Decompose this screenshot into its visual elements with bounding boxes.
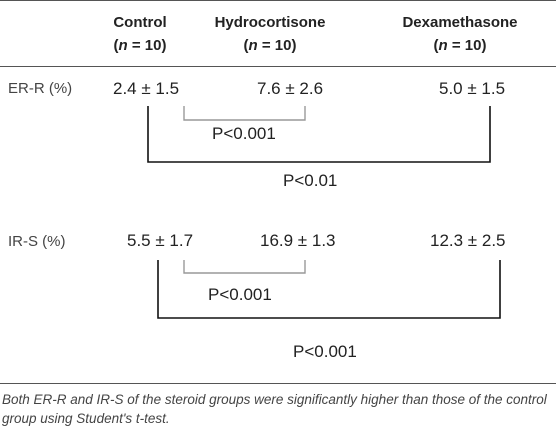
header-control: Control (n = 10) — [100, 14, 180, 55]
ir-s-bracket-dexamethasone — [157, 260, 501, 319]
ir-s-dexamethasone-value: 12.3 ± 2.5 — [430, 231, 506, 250]
er-r-control-value: 2.4 ± 1.5 — [113, 79, 180, 98]
er-r-comparison-dexamethasone: P<0.01 — [283, 171, 338, 190]
header-dexamethasone-n: (n = 10) — [433, 37, 487, 54]
ir-s-control-value: 5.5 ± 1.7 — [127, 231, 194, 250]
bottom-rule — [0, 383, 556, 384]
header-control-n: (n = 10) — [113, 37, 167, 54]
ir-s-bracket-hydrocortisone — [183, 260, 306, 274]
er-r-hydrocortisone-value: 7.6 ± 2.6 — [257, 79, 324, 98]
er-r-comparison-hydrocortisone: P<0.001 — [212, 124, 276, 143]
row-label-ir-s: IR-S (%) — [8, 233, 66, 250]
er-r-bracket-dexamethasone — [147, 106, 491, 163]
er-r-bracket-hydrocortisone — [183, 106, 306, 121]
header-dexamethasone: Dexamethasone (n = 10) — [385, 14, 535, 55]
header-control-name: Control — [113, 14, 167, 31]
er-r-dexamethasone-value: 5.0 ± 1.5 — [439, 79, 506, 98]
ir-s-comparison-hydrocortisone: P<0.001 — [208, 285, 272, 304]
header-hydrocortisone-n: (n = 10) — [243, 37, 297, 54]
header-hydrocortisone-name: Hydrocortisone — [214, 14, 326, 31]
ir-s-comparison-dexamethasone: P<0.001 — [293, 342, 357, 361]
row-label-er-r: ER-R (%) — [8, 80, 73, 97]
header-rule — [0, 66, 556, 67]
top-rule — [0, 0, 556, 1]
ir-s-hydrocortisone-value: 16.9 ± 1.3 — [260, 231, 336, 250]
table-footnote: Both ER-R and IR-S of the steroid groups… — [2, 392, 547, 426]
header-hydrocortisone: Hydrocortisone (n = 10) — [200, 14, 340, 55]
header-dexamethasone-name: Dexamethasone — [402, 14, 518, 31]
